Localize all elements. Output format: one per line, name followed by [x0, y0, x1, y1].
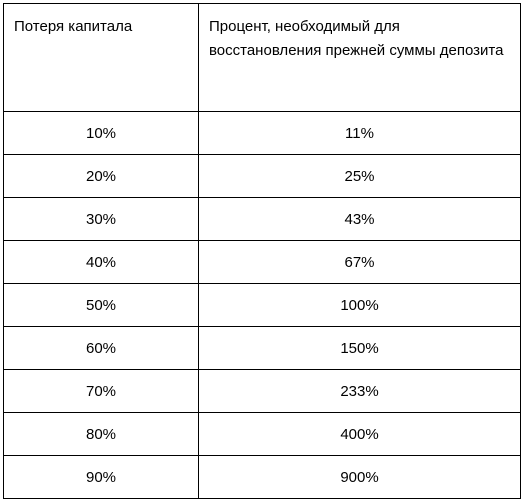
table-body: Потеря капитала Процент, необходимый для…: [3, 3, 521, 499]
recovery-cell: 43%: [198, 197, 521, 241]
table-row: 90% 900%: [3, 455, 521, 499]
recovery-cell: 233%: [198, 369, 521, 413]
header-capital-loss: Потеря капитала: [3, 3, 199, 112]
recovery-cell: 150%: [198, 326, 521, 370]
recovery-cell: 100%: [198, 283, 521, 327]
loss-cell: 90%: [3, 455, 199, 499]
recovery-cell: 900%: [198, 455, 521, 499]
table-header-row: Потеря капитала Процент, необходимый для…: [3, 3, 521, 112]
table-row: 20% 25%: [3, 154, 521, 198]
capital-loss-recovery-table: Потеря капитала Процент, необходимый для…: [3, 3, 521, 499]
loss-cell: 50%: [3, 283, 199, 327]
table-row: 40% 67%: [3, 240, 521, 284]
loss-cell: 80%: [3, 412, 199, 456]
table-row: 60% 150%: [3, 326, 521, 370]
table-row: 30% 43%: [3, 197, 521, 241]
header-recovery-percent: Процент, необходимый для восстановления …: [198, 3, 521, 112]
loss-cell: 10%: [3, 111, 199, 155]
table-row: 10% 11%: [3, 111, 521, 155]
table-row: 80% 400%: [3, 412, 521, 456]
recovery-cell: 400%: [198, 412, 521, 456]
loss-cell: 40%: [3, 240, 199, 284]
recovery-cell: 67%: [198, 240, 521, 284]
table-row: 70% 233%: [3, 369, 521, 413]
loss-cell: 30%: [3, 197, 199, 241]
table-row: 50% 100%: [3, 283, 521, 327]
loss-cell: 60%: [3, 326, 199, 370]
loss-cell: 70%: [3, 369, 199, 413]
recovery-cell: 25%: [198, 154, 521, 198]
loss-cell: 20%: [3, 154, 199, 198]
recovery-cell: 11%: [198, 111, 521, 155]
